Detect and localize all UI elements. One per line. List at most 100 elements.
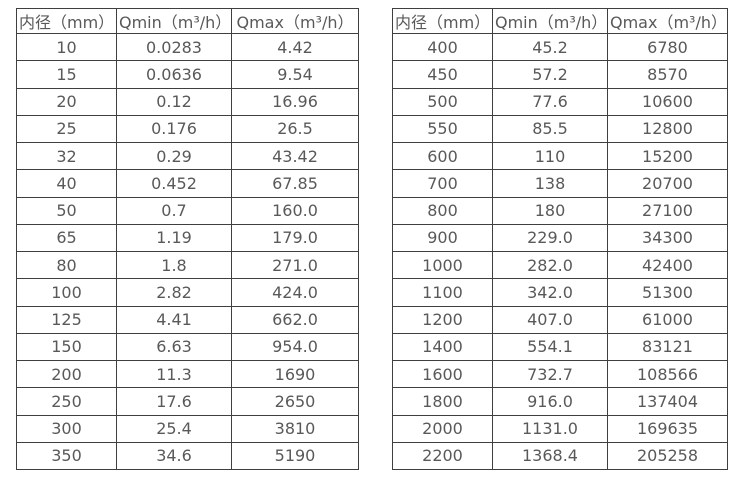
table-cell: 0.12 (116, 87, 232, 116)
table-cell: 34.6 (116, 441, 232, 471)
table-row: 100 2.82 424.0 (16, 278, 359, 307)
table-row: 150 6.63 954.0 (16, 332, 359, 362)
table-cell: 0.452 (116, 169, 232, 198)
table-cell: 11.3 (116, 359, 232, 389)
table-cell: 350 (16, 441, 117, 471)
table-cell: 20 (16, 87, 117, 116)
table-cell: 57.2 (492, 60, 608, 89)
table-cell: 1368.4 (492, 441, 608, 471)
table-cell: 732.7 (492, 359, 608, 389)
table-cell: 1100 (392, 278, 493, 307)
table-cell: 250 (16, 387, 117, 416)
table-row: 700 138 20700 (392, 169, 728, 198)
table-cell: 169635 (607, 414, 728, 443)
table-cell: 600 (392, 141, 493, 171)
table-cell: 5190 (231, 441, 359, 471)
table-row: 600 110 15200 (392, 141, 728, 171)
table-cell: 1000 (392, 250, 493, 280)
table-row: 1000 282.0 42400 (392, 250, 728, 280)
table-cell: 1131.0 (492, 414, 608, 443)
table-row: 2000 1131.0 169635 (392, 414, 728, 443)
table-row: 900 229.0 34300 (392, 223, 728, 253)
table-row: 1800 916.0 137404 (392, 387, 728, 416)
table-row: 10 0.0283 4.42 (16, 32, 359, 62)
table-cell: 40 (16, 169, 117, 198)
table-cell: 51300 (607, 278, 728, 307)
table-cell: 200 (16, 359, 117, 389)
table-cell: 45.2 (492, 32, 608, 62)
table-cell: 1.19 (116, 223, 232, 253)
table-cell: 32 (16, 141, 117, 171)
table-cell: 6780 (607, 32, 728, 62)
table-cell: 85.5 (492, 114, 608, 144)
table-cell: 1200 (392, 305, 493, 334)
table-cell: 271.0 (231, 250, 359, 280)
table-row: 125 4.41 662.0 (16, 305, 359, 334)
table-row: 450 57.2 8570 (392, 60, 728, 89)
table-cell: 0.176 (116, 114, 232, 144)
table-cell: 137404 (607, 387, 728, 416)
table-row: 15 0.0636 9.54 (16, 60, 359, 89)
table-cell: 16.96 (231, 87, 359, 116)
table-cell: 1690 (231, 359, 359, 389)
table-row: 1200 407.0 61000 (392, 305, 728, 334)
table-cell: 50 (16, 196, 117, 225)
table-cell: 662.0 (231, 305, 359, 334)
table-cell: 9.54 (231, 60, 359, 89)
table-cell: 26.5 (231, 114, 359, 144)
table-cell: 12800 (607, 114, 728, 144)
table-cell: 205258 (607, 441, 728, 471)
table-cell: 61000 (607, 305, 728, 334)
column-header: Qmin（m³/h） (492, 8, 608, 34)
table-cell: 550 (392, 114, 493, 144)
table-row: 1400 554.1 83121 (392, 332, 728, 362)
table-cell: 554.1 (492, 332, 608, 362)
table-cell: 15200 (607, 141, 728, 171)
table-cell: 0.0283 (116, 32, 232, 62)
table-cell: 17.6 (116, 387, 232, 416)
flow-table-small-diameters: 内径（mm） Qmin（m³/h） Qmax（m³/h） 10 0.0283 4.42 1… (16, 8, 359, 471)
header-row: 内径（mm） Qmin（m³/h） Qmax（m³/h） (392, 8, 728, 34)
table-cell: 916.0 (492, 387, 608, 416)
table-row: 2200 1368.4 205258 (392, 441, 728, 471)
table-cell: 25 (16, 114, 117, 144)
table-cell: 160.0 (231, 196, 359, 225)
table-cell: 1400 (392, 332, 493, 362)
table-row: 25 0.176 26.5 (16, 114, 359, 144)
table-cell: 77.6 (492, 87, 608, 116)
table-cell: 2.82 (116, 278, 232, 307)
table-cell: 4.41 (116, 305, 232, 334)
header-row: 内径（mm） Qmin（m³/h） Qmax（m³/h） (16, 8, 359, 34)
table-cell: 15 (16, 60, 117, 89)
table-cell: 2200 (392, 441, 493, 471)
column-header: Qmin（m³/h） (116, 8, 232, 34)
table-cell: 10 (16, 32, 117, 62)
table-row: 40 0.452 67.85 (16, 169, 359, 198)
table-cell: 4.42 (231, 32, 359, 62)
table-row: 350 34.6 5190 (16, 441, 359, 471)
table-cell: 25.4 (116, 414, 232, 443)
table-cell: 27100 (607, 196, 728, 225)
table-cell: 2000 (392, 414, 493, 443)
table-cell: 67.85 (231, 169, 359, 198)
table-cell: 0.0636 (116, 60, 232, 89)
table-cell: 0.29 (116, 141, 232, 171)
table-cell: 83121 (607, 332, 728, 362)
table-row: 32 0.29 43.42 (16, 141, 359, 171)
table-cell: 138 (492, 169, 608, 198)
table-cell: 43.42 (231, 141, 359, 171)
table-cell: 700 (392, 169, 493, 198)
column-header: 内径（mm） (392, 8, 493, 34)
table-cell: 800 (392, 196, 493, 225)
column-header: Qmax（m³/h） (607, 8, 728, 34)
table-row: 250 17.6 2650 (16, 387, 359, 416)
flow-table-large-diameters: 内径（mm） Qmin（m³/h） Qmax（m³/h） 400 45.2 6780 45… (392, 8, 728, 471)
table-row: 1100 342.0 51300 (392, 278, 728, 307)
column-header: 内径（mm） (16, 8, 117, 34)
table-cell: 10600 (607, 87, 728, 116)
table-cell: 110 (492, 141, 608, 171)
table-cell: 342.0 (492, 278, 608, 307)
table-cell: 282.0 (492, 250, 608, 280)
table-row: 20 0.12 16.96 (16, 87, 359, 116)
